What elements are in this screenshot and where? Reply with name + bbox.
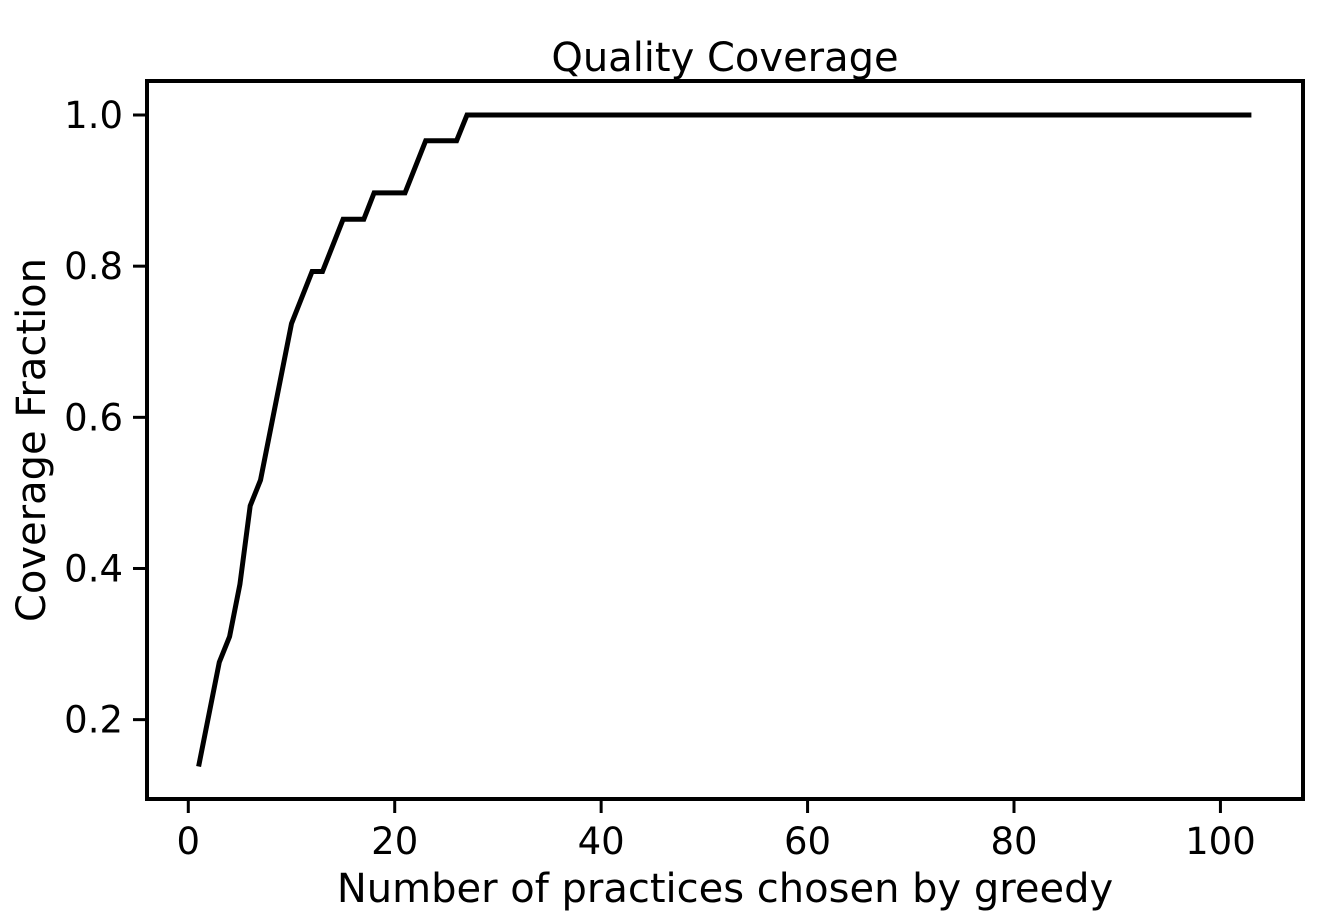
y-tick-label: 0.8 — [64, 245, 123, 288]
y-axis-label: Coverage Fraction — [9, 258, 55, 622]
x-axis-label: Number of practices chosen by greedy — [337, 866, 1113, 912]
x-tick-label: 60 — [784, 820, 831, 863]
y-axis-ticks: 0.2 0.4 0.6 0.8 1.0 — [64, 94, 147, 742]
plot-area — [196, 112, 1252, 767]
coverage-line — [196, 112, 1252, 767]
x-tick-label: 80 — [990, 820, 1037, 863]
x-tick-label: 40 — [578, 820, 625, 863]
x-tick-label: 100 — [1185, 820, 1256, 863]
y-tick-label: 1.0 — [64, 94, 123, 137]
x-axis-ticks: 0 20 40 60 80 100 — [177, 799, 1256, 863]
y-tick-label: 0.4 — [64, 547, 123, 590]
chart-title: Quality Coverage — [551, 35, 898, 81]
y-tick-label: 0.6 — [64, 396, 123, 439]
x-tick-label: 20 — [371, 820, 418, 863]
plot-frame — [145, 79, 1305, 801]
y-tick-label: 0.2 — [64, 699, 123, 742]
x-tick-label: 0 — [177, 820, 201, 863]
